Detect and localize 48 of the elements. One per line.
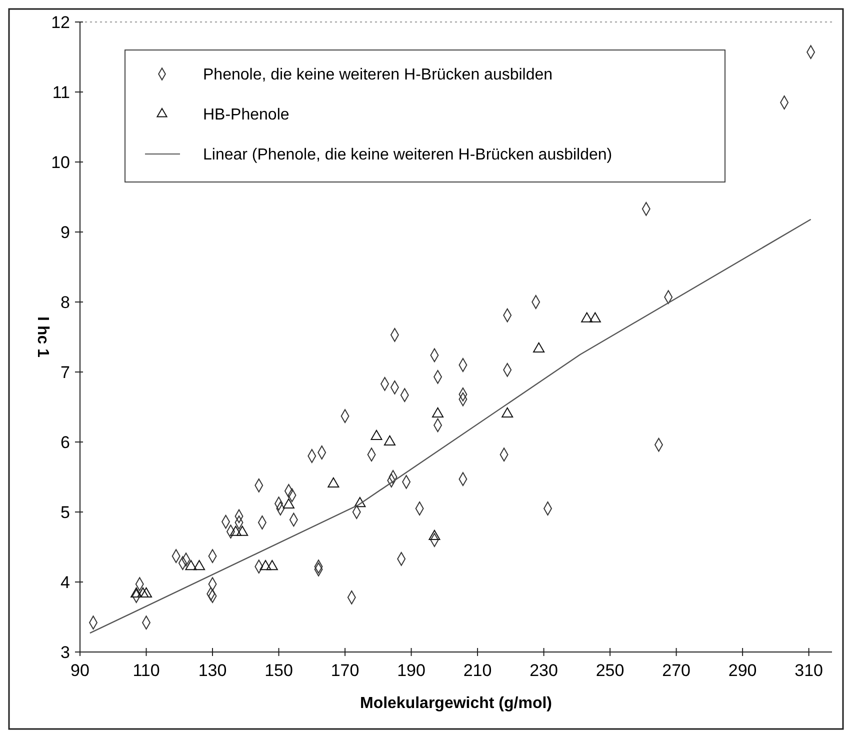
point: [130, 587, 142, 598]
point: [533, 342, 545, 352]
x-tick-label: 310: [794, 661, 823, 680]
point: [282, 498, 294, 509]
legend-label: Phenole, die keine weiteren H-Brücken ausbilden: [203, 66, 553, 84]
point: [266, 560, 278, 570]
x-tick-label: 150: [264, 661, 293, 680]
point: [260, 560, 272, 570]
y-tick-label: 9: [60, 222, 70, 242]
point: [328, 477, 340, 488]
x-tick-label: 270: [662, 661, 690, 680]
x-tick-label: 110: [132, 661, 160, 680]
point: [589, 312, 601, 322]
y-tick-label: 8: [60, 292, 70, 312]
y-axis-title: I hc 1: [34, 316, 51, 358]
legend-label: Linear (Phenole, die keine weiteren H-Brücken ausbilden): [203, 146, 612, 164]
point: [230, 526, 242, 536]
point: [502, 407, 514, 418]
x-tick-label: 130: [198, 661, 227, 680]
legend-label: HB-Phenole: [203, 106, 290, 124]
y-tick-label: 6: [60, 432, 70, 452]
y-tick-label: 4: [60, 572, 70, 592]
y-tick-label: 5: [60, 502, 70, 522]
point: [185, 560, 197, 570]
x-tick-label: 230: [530, 661, 558, 680]
point: [137, 587, 149, 598]
point: [354, 497, 366, 508]
y-tick-label: 12: [51, 12, 70, 32]
x-axis-title: Molekulargewicht (g/mol): [360, 695, 552, 712]
x-tick-label: 190: [397, 661, 426, 680]
x-tick-label: 210: [463, 661, 492, 680]
point: [581, 312, 593, 322]
y-tick-label: 3: [60, 642, 70, 662]
y-tick-label: 10: [51, 152, 70, 172]
y-tick-label: 7: [60, 362, 70, 382]
point: [193, 560, 206, 570]
point: [140, 587, 152, 598]
line-series: [89, 218, 812, 634]
point: [236, 526, 248, 536]
x-tick-label: 90: [70, 661, 90, 680]
point: [370, 430, 382, 440]
point: [428, 530, 440, 540]
point: [384, 435, 396, 446]
y-tick-label: 11: [52, 82, 70, 102]
x-tick-label: 170: [330, 661, 360, 680]
x-tick-label: 250: [596, 661, 624, 680]
x-tick-label: 290: [728, 661, 757, 680]
point: [432, 407, 444, 418]
